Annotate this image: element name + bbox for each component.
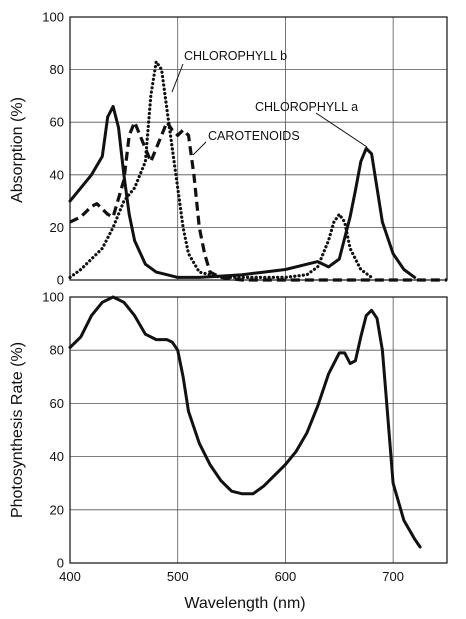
wavelength-x-axis-label: Wavelength (nm) [184,595,305,612]
absorption-y-tick-60: 60 [50,115,64,130]
absorption-y-tick-20: 20 [50,220,64,235]
absorption-series-chlorophyll-b-line [68,60,374,279]
photosynthesis-y-tick-100: 100 [42,290,64,305]
absorption-y-tick-labels: 0 20 40 60 80 100 [42,10,64,288]
absorption-plot-frame [69,16,448,281]
absorption-chart: 0 20 40 60 80 100 Absorption (%) CHLOROPHYLL … [9,10,448,288]
photosynthesis-chart: 0 20 40 60 80 100 400 500 600 700 Photosynthesis… [9,290,448,612]
carotenoids-leader-line [192,141,207,156]
chlorophyll-a-label: CHLOROPHYLL a [255,100,358,114]
x-tick-500: 500 [167,569,189,584]
photosynthesis-series-photosynthesis-rate-line [68,295,422,549]
photosynthesis-grid [69,296,447,564]
absorption-y-axis-label: Absorption (%) [9,97,26,203]
carotenoids-label: CAROTENOIDS [208,129,300,143]
photosynthesis-y-axis-label: Photosynthesis Rate (%) [9,342,26,518]
chlorophyll-b-label: CHLOROPHYLL b [184,49,287,63]
photosynthesis-y-tick-20: 20 [50,502,64,517]
photosynthesis-series [68,295,422,549]
absorption-y-tick-40: 40 [50,167,64,182]
photosynthesis-y-tick-60: 60 [50,396,64,411]
x-tick-400: 400 [59,569,81,584]
chlorophyll-b-leader-line [171,63,184,93]
chlorophyll-a-leader-line [315,112,368,148]
photosynthesis-y-tick-0: 0 [57,556,64,571]
absorption-series-carotenoids-line [69,120,447,282]
photosynthesis-plot-frame [69,296,448,564]
absorption-series [68,60,447,282]
absorption-series-chlorophyll-a-line [68,104,417,279]
photosynthesis-y-tick-labels: 0 20 40 60 80 100 [42,290,64,571]
x-tick-600: 600 [275,569,297,584]
absorption-y-tick-0: 0 [57,273,64,288]
x-tick-700: 700 [382,569,404,584]
photosynthesis-y-tick-80: 80 [50,343,64,358]
absorption-y-tick-80: 80 [50,62,64,77]
photosynthesis-y-tick-40: 40 [50,449,64,464]
wavelength-x-tick-labels: 400 500 600 700 [59,569,404,584]
absorption-y-tick-100: 100 [42,10,64,25]
